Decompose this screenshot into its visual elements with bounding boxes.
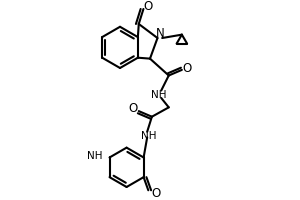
Text: N: N (156, 27, 165, 40)
Text: O: O (151, 187, 160, 200)
Text: NH: NH (151, 90, 166, 100)
Text: NH: NH (86, 151, 102, 161)
Text: O: O (182, 62, 191, 75)
Text: O: O (128, 102, 138, 115)
Text: O: O (143, 0, 153, 13)
Text: NH: NH (141, 131, 157, 141)
